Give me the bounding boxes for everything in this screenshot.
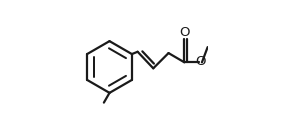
Text: O: O [179,26,190,39]
Text: O: O [195,55,206,68]
